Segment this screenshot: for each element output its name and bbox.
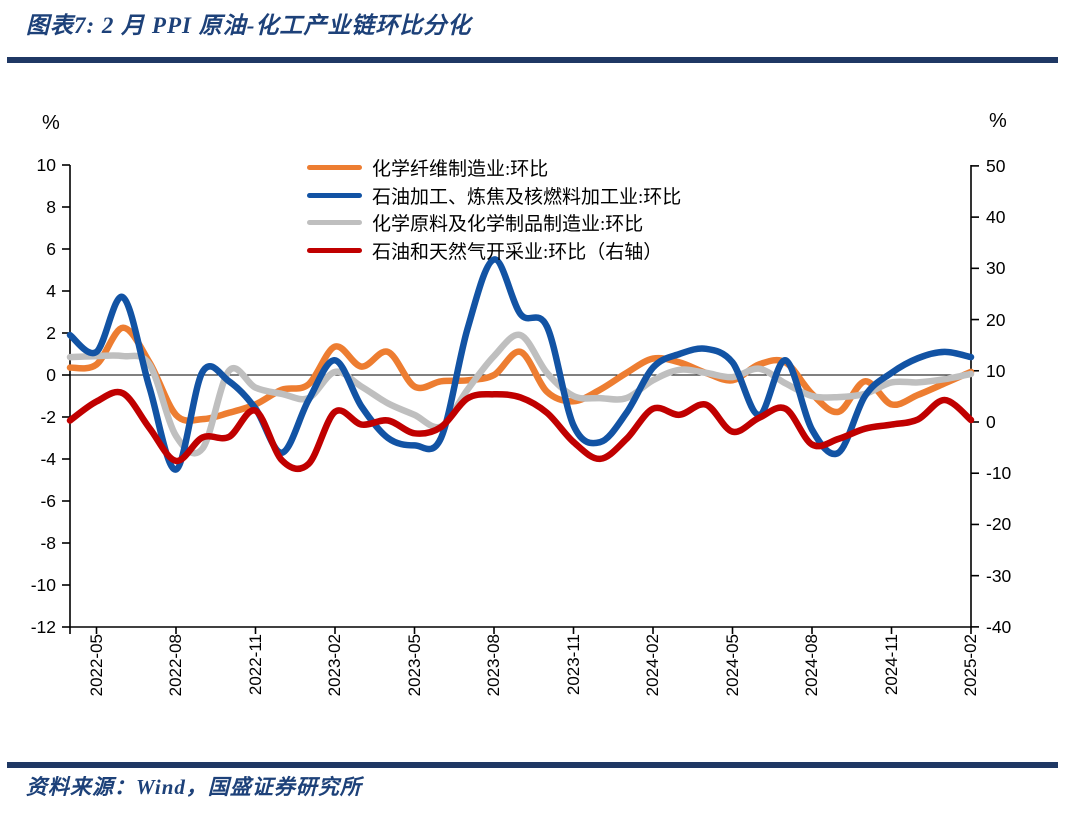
legend-item: 石油和天然气开采业:环比（右轴） [307,237,681,265]
right-axis-tick-label: 0 [986,412,996,432]
left-axis-tick-label: -4 [40,449,56,469]
title-divider-bar [7,57,1058,63]
left-axis-tick-label: 0 [46,365,56,385]
right-axis-tick-label: 30 [986,258,1006,279]
left-axis-tick-label: -2 [40,407,56,427]
x-axis-tick-label: 2024-02 [643,634,662,697]
legend-swatch-line [307,192,362,198]
legend-swatch-line [307,220,362,226]
right-axis-tick-label: 20 [986,309,1006,330]
chart-area: % % 10 8 6 4 2 0 -2 -4 -6 -8 -10 -12 50 40 30 20 10 0 -10-… [0,60,1065,760]
x-axis-tick-label: 2024-08 [802,634,821,697]
right-axis-tick-label: -30 [986,565,1012,586]
source-note: 资料来源：Wind，国盛证券研究所 [26,775,362,799]
left-axis-tick-label: 10 [36,155,56,175]
legend-item: 石油加工、炼焦及核燃料加工业:环比 [307,182,681,210]
left-axis-tick-label: -8 [40,533,56,553]
legend-item: 化学原料及化学制品制造业:环比 [307,209,681,237]
right-axis-unit: % [989,110,1007,132]
x-axis-tick-label: 2025-02 [961,634,980,697]
x-axis-tick-label: 2023-02 [325,634,344,697]
series-line-1 [66,256,975,473]
x-axis-tick-label: 2023-08 [484,634,503,697]
legend-label: 化学纤维制造业:环比 [372,159,549,181]
legend-swatch-line [307,247,362,253]
x-axis-tick-label: 2022-11 [245,634,265,696]
series-line-0 [66,324,975,424]
left-axis-tick-label: -12 [30,617,56,637]
line-chart-plot [62,164,979,634]
legend-label: 石油和天然气开采业:环比（右轴） [372,241,663,263]
x-axis-tick-label: 2024-11 [881,634,901,696]
left-axis-tick-label: 6 [46,239,56,259]
right-axis-tick-label: 40 [986,207,1006,228]
legend-label: 化学原料及化学制品制造业:环比 [372,214,644,236]
legend-swatch-line [307,165,362,171]
footer-divider-bar [7,762,1058,768]
right-axis-tick-label: -10 [986,463,1012,484]
x-axis-tick-label: 2024-05 [722,634,742,697]
right-axis-tick-label: -20 [986,514,1012,535]
chart-title: 图表7: 2 月 PPI 原油-化工产业链环比分化 [26,13,472,38]
series-line-3 [66,388,975,473]
x-axis-tick-label: 2022-05 [86,634,106,697]
x-axis-tick-label: 2023-05 [404,634,424,697]
left-axis-tick-label: 8 [46,197,56,217]
right-axis-tick-label: 10 [986,360,1006,381]
left-axis-tick-label: 4 [46,281,56,301]
legend-label: 石油加工、炼焦及核燃料加工业:环比 [372,186,682,208]
series-line-2 [66,331,975,457]
chart-legend: 化学纤维制造业:环比石油加工、炼焦及核燃料加工业:环比 化学原料及化学制品制造业:… [307,154,681,264]
left-axis-tick-label: -10 [30,575,56,595]
left-axis-tick-label: -6 [40,491,56,511]
left-axis-unit: % [42,112,60,134]
legend-item: 化学纤维制造业:环比 [307,154,681,182]
left-axis-tick-label: 2 [46,323,56,343]
x-axis-tick-label: 2022-08 [166,634,185,697]
x-axis-tick-label: 2023-11 [563,634,583,696]
right-axis-tick-label: 50 [986,155,1006,176]
right-axis-tick-label: -40 [986,616,1012,637]
